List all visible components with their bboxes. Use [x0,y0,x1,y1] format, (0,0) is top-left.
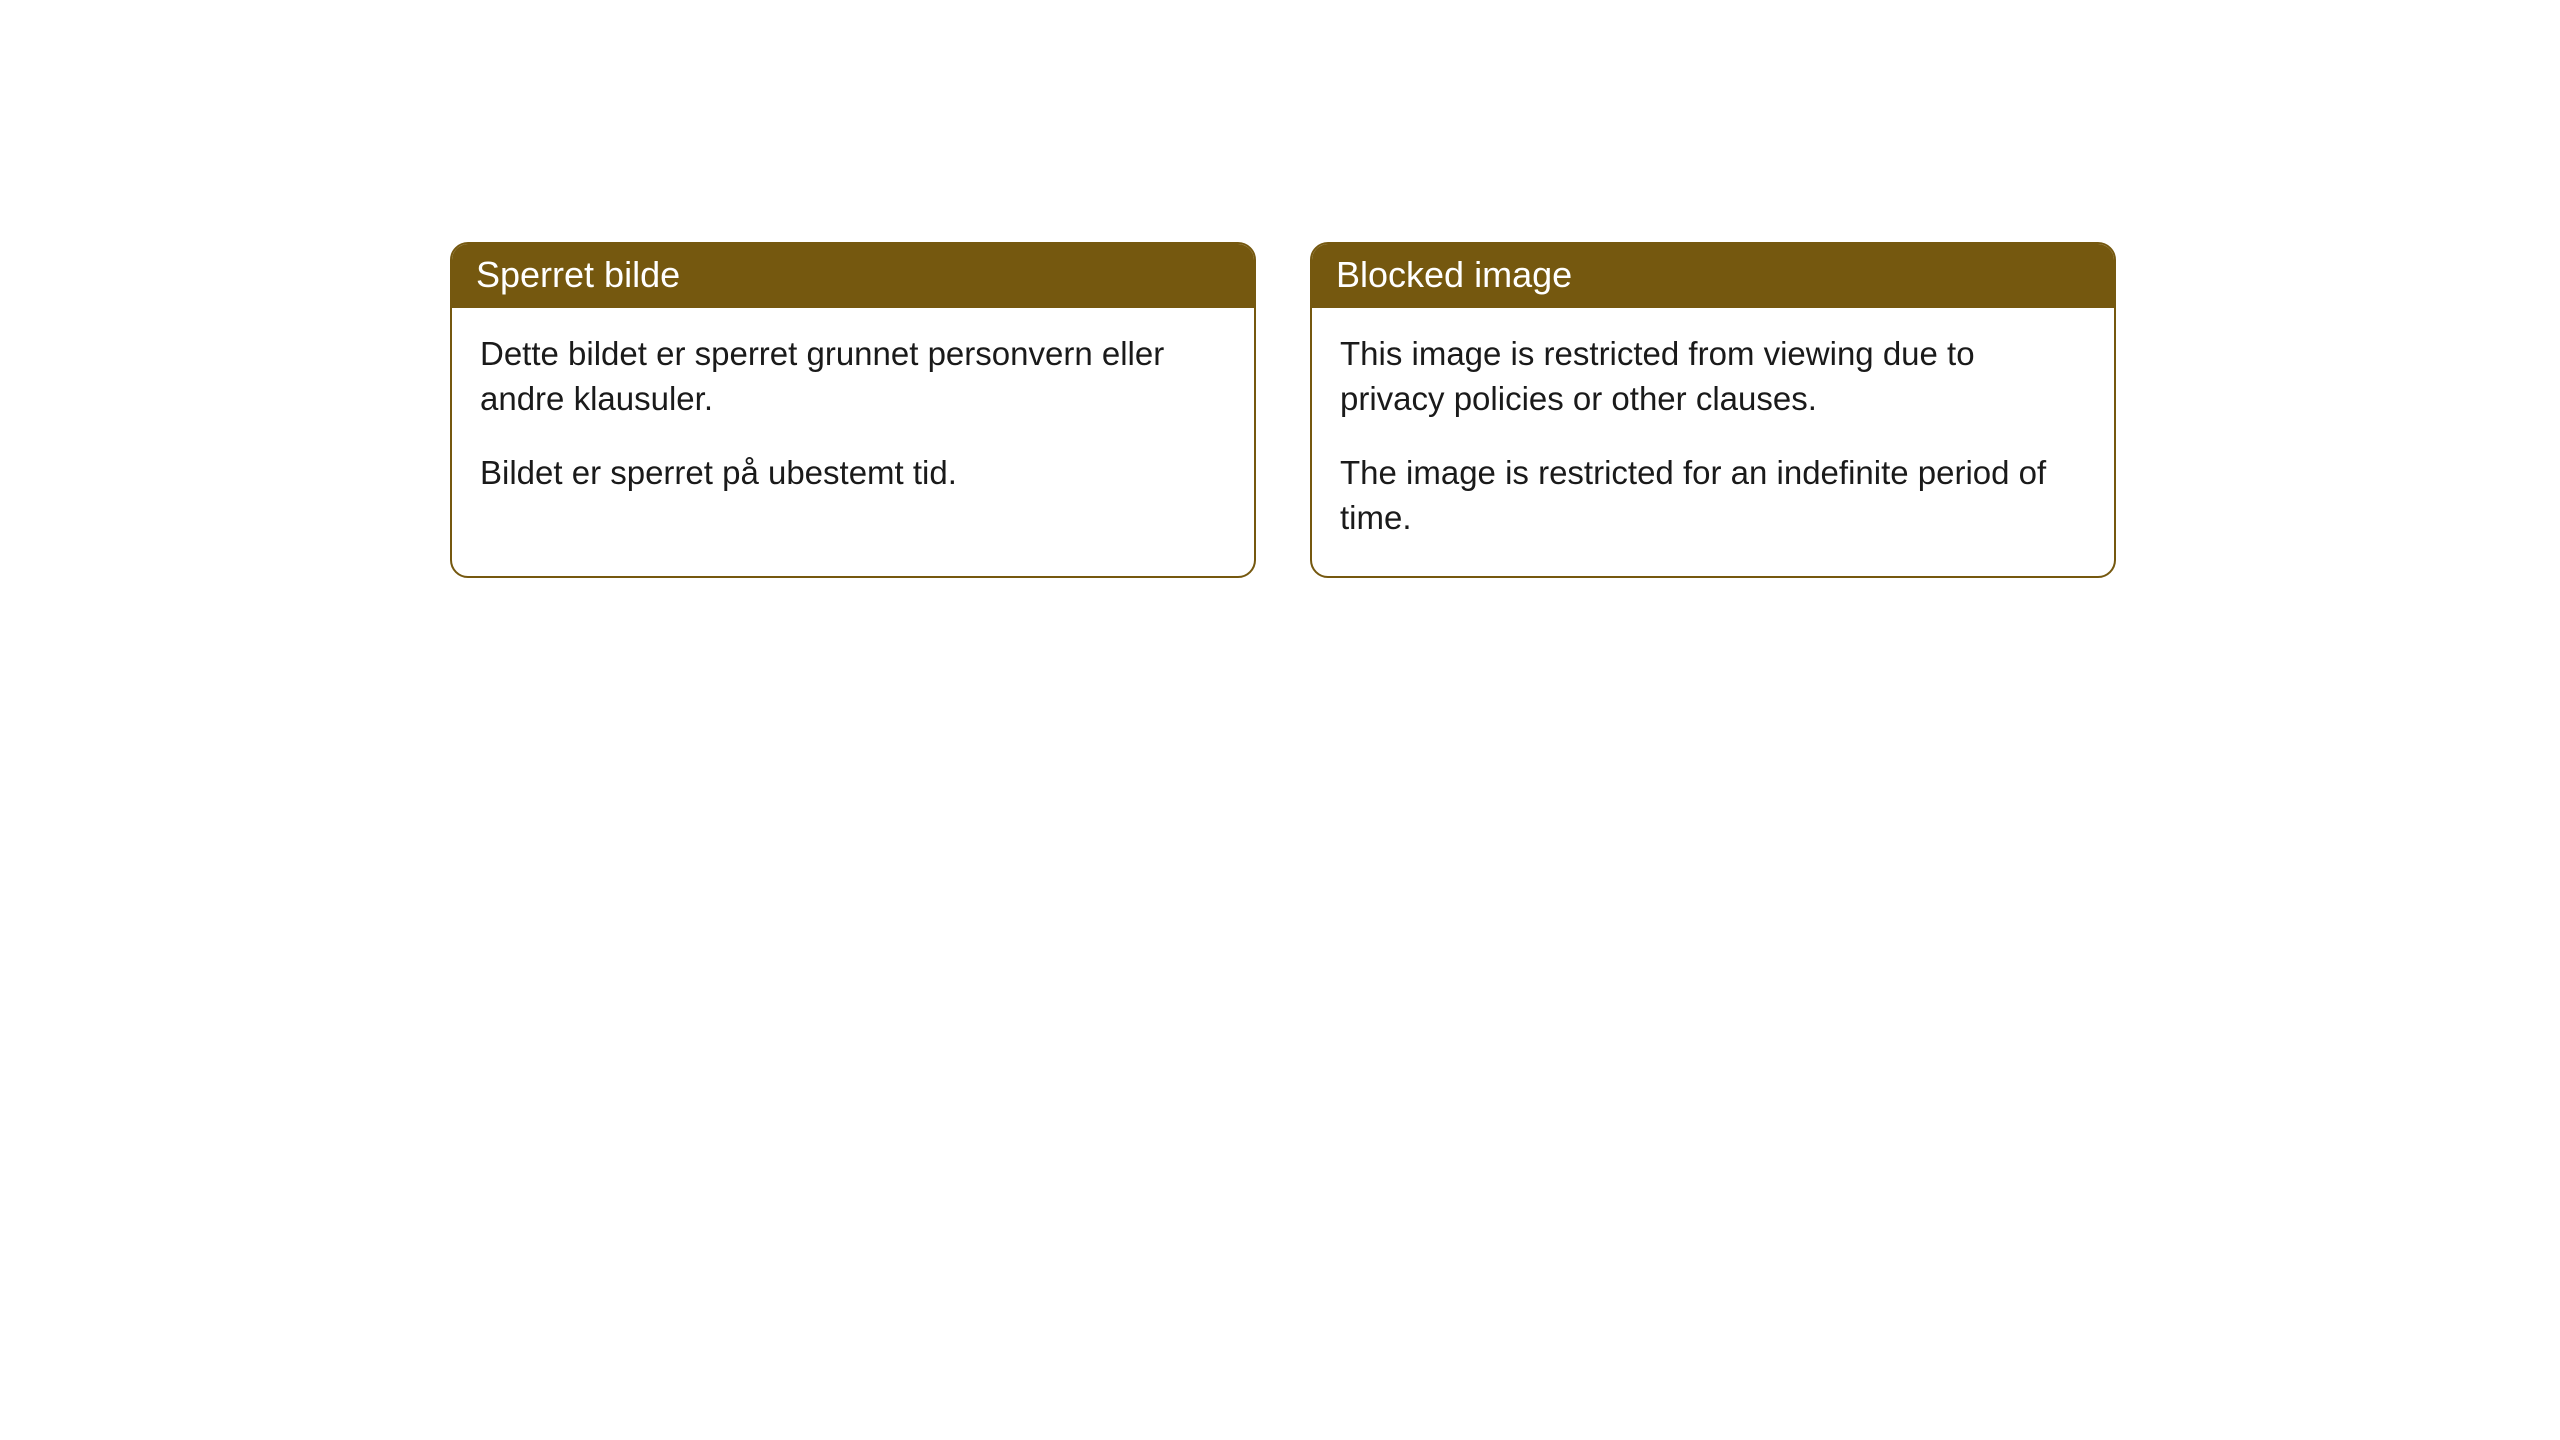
blocked-image-card-no: Sperret bilde Dette bildet er sperret gr… [450,242,1256,578]
notice-container: Sperret bilde Dette bildet er sperret gr… [0,0,2560,578]
card-body: This image is restricted from viewing du… [1312,308,2114,576]
card-text-line-1: This image is restricted from viewing du… [1340,332,2086,421]
blocked-image-card-en: Blocked image This image is restricted f… [1310,242,2116,578]
card-header: Blocked image [1312,244,2114,308]
card-header: Sperret bilde [452,244,1254,308]
card-text-line-2: Bildet er sperret på ubestemt tid. [480,451,1226,496]
card-body: Dette bildet er sperret grunnet personve… [452,308,1254,532]
card-text-line-2: The image is restricted for an indefinit… [1340,451,2086,540]
card-text-line-1: Dette bildet er sperret grunnet personve… [480,332,1226,421]
